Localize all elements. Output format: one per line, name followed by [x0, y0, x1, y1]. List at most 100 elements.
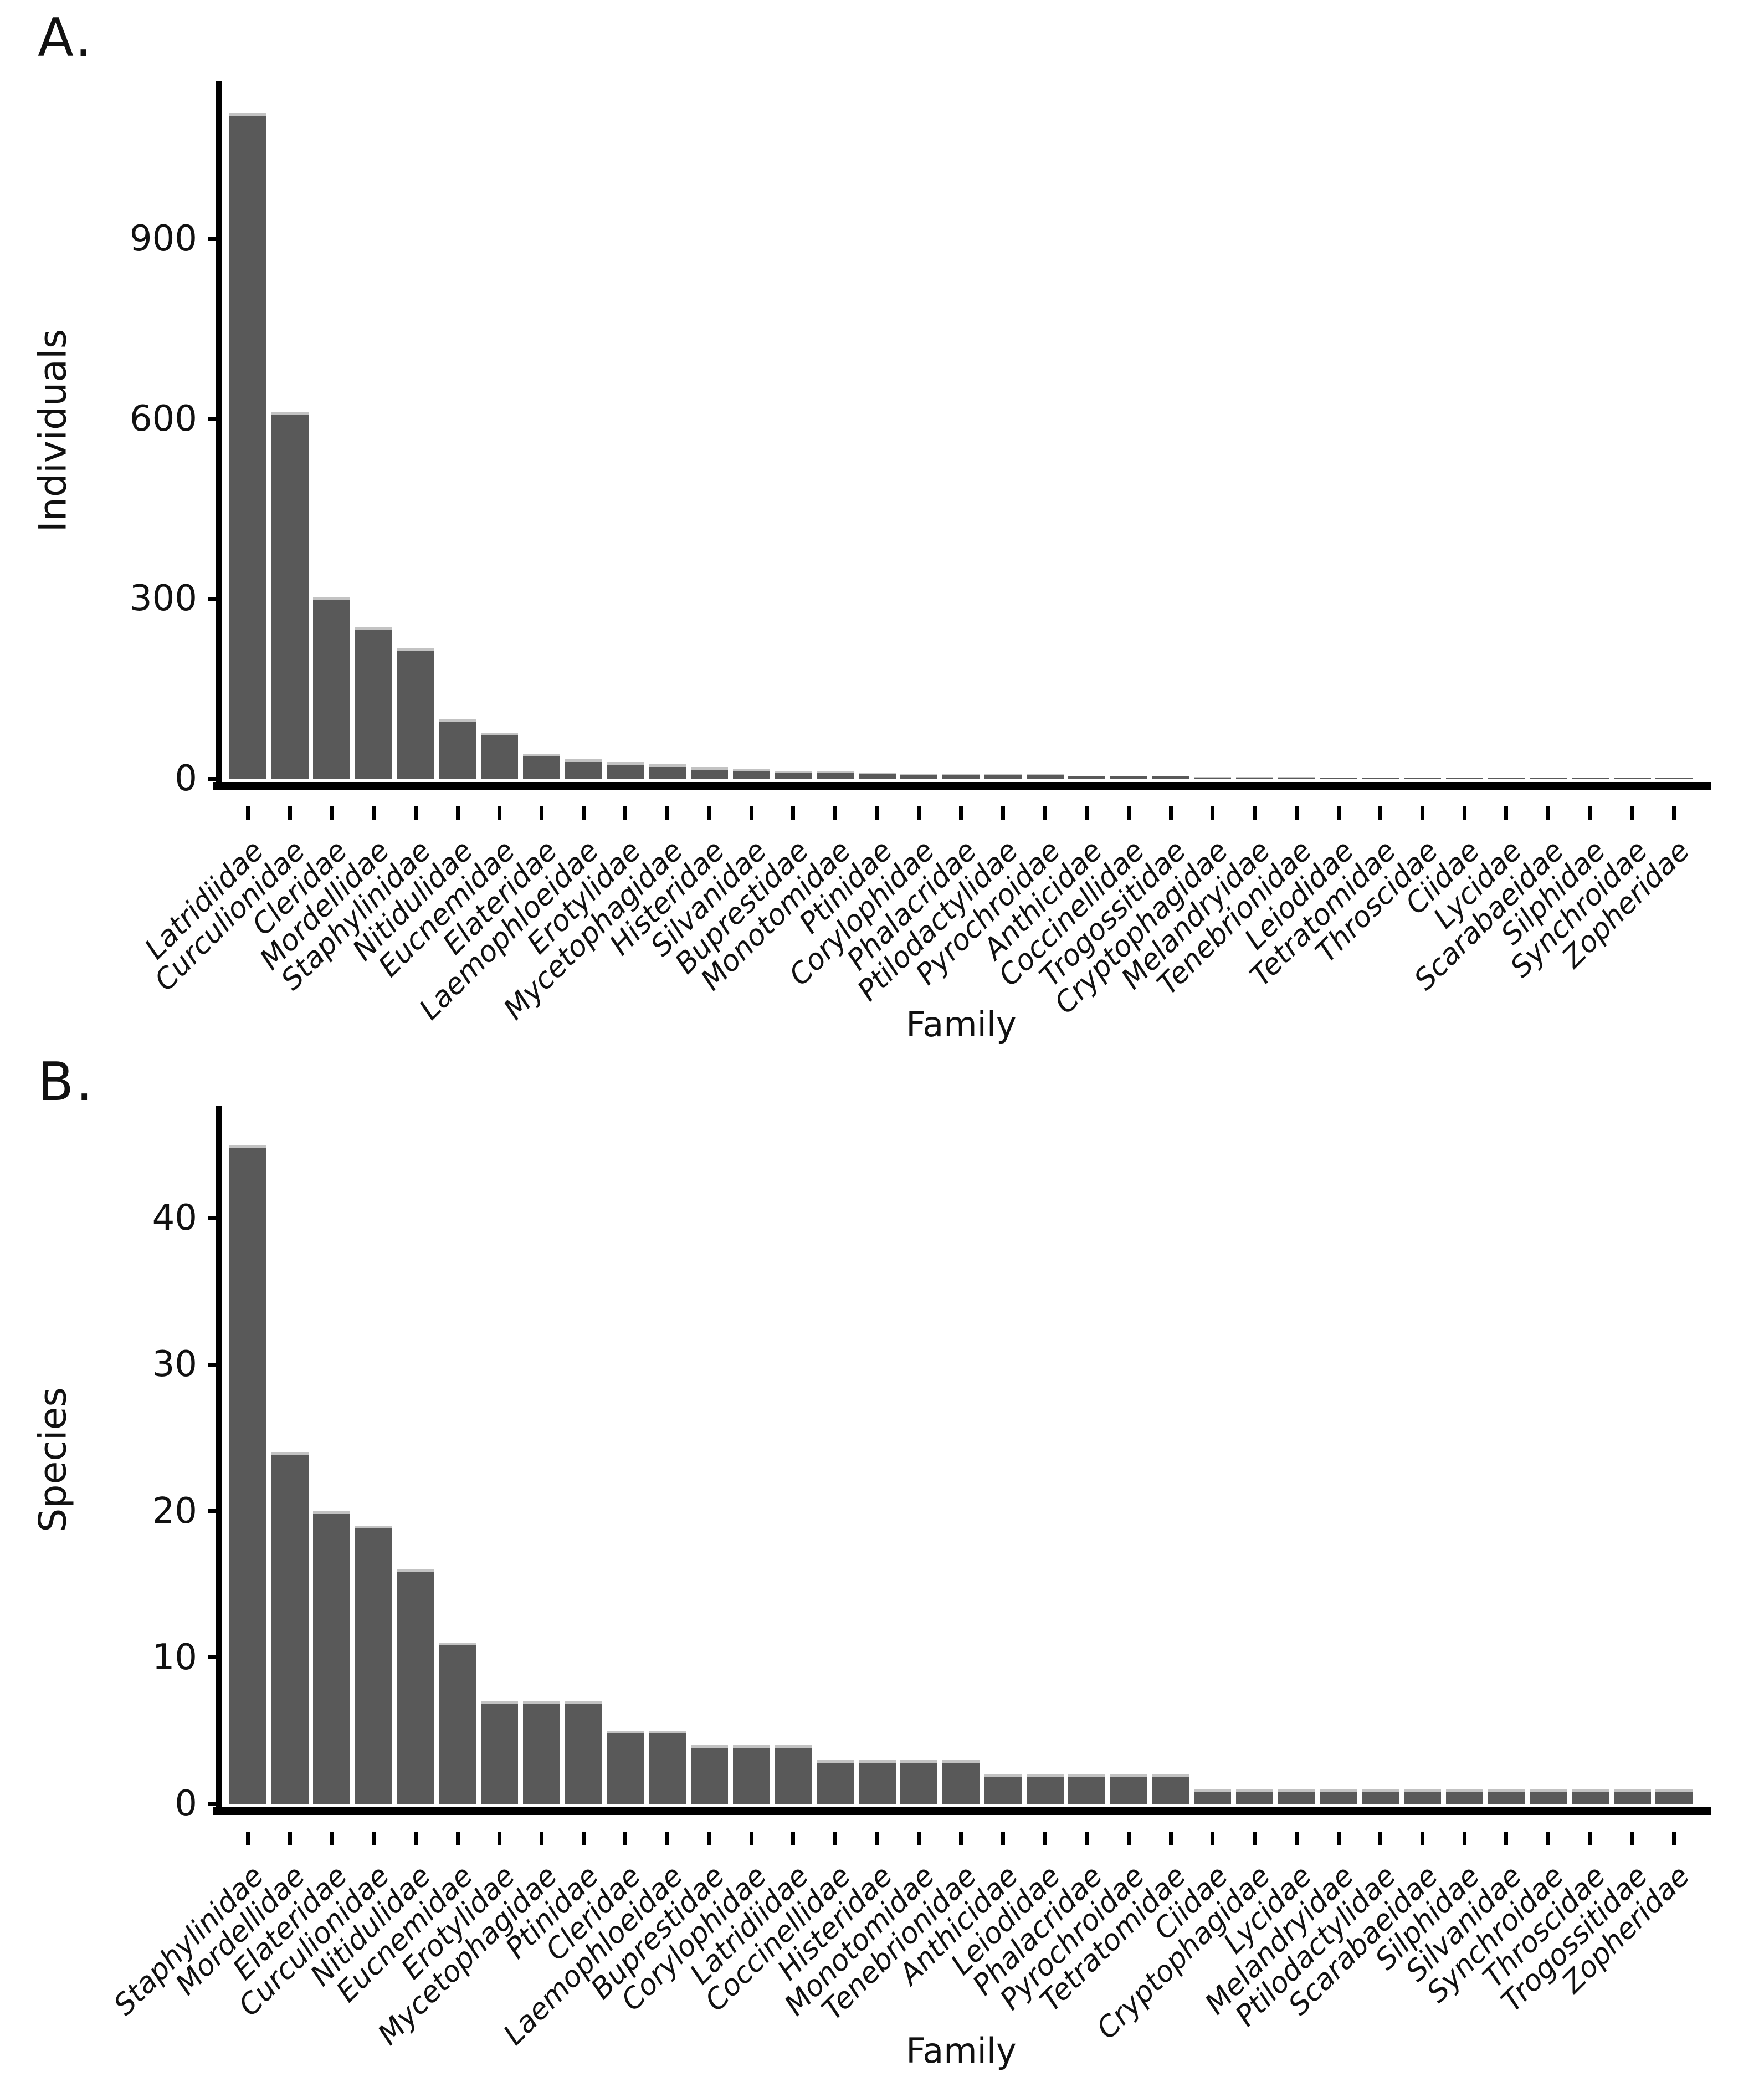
x-axis-tick [1421, 1832, 1424, 1845]
bar [984, 1774, 1022, 1804]
x-axis-tick [1336, 806, 1341, 820]
x-axis-tick [498, 1832, 502, 1845]
x-axis-tick [623, 806, 628, 820]
bar [355, 627, 393, 779]
x-axis-tick [917, 1832, 921, 1845]
bar [858, 773, 896, 779]
bar [1445, 778, 1483, 779]
x-axis-tick [413, 1832, 418, 1845]
bar [1445, 1789, 1483, 1804]
x-axis-tick [959, 1832, 963, 1845]
x-axis-tick [1421, 806, 1424, 820]
x-axis-tick [1630, 1832, 1634, 1845]
y-tick-label: 10 [152, 1636, 197, 1678]
y-tick-label: 30 [152, 1344, 197, 1385]
bar [355, 1526, 393, 1804]
bar [1613, 1789, 1651, 1804]
x-axis-tick [581, 806, 586, 820]
bar [1278, 776, 1315, 779]
x-axis-tick [707, 806, 711, 820]
x-axis-title-family-b: Family [906, 2030, 1017, 2071]
bar [439, 1643, 476, 1804]
bar [1152, 775, 1189, 779]
bar [1571, 778, 1609, 779]
bar [1236, 776, 1274, 779]
y-tick-label: 20 [152, 1490, 197, 1532]
x-axis-tick [455, 1832, 460, 1845]
x-axis-tick [330, 1832, 334, 1845]
x-axis-tick [1588, 806, 1592, 820]
x-axis-tick [917, 806, 921, 820]
bar [732, 769, 770, 779]
x-axis-tick [1672, 806, 1676, 820]
bar [271, 1452, 309, 1804]
x-axis-tick [1546, 1832, 1551, 1845]
x-axis-tick [540, 806, 543, 820]
y-axis-tick [208, 237, 216, 241]
bar [523, 1701, 560, 1804]
x-axis-tick [330, 806, 334, 820]
bar [1655, 778, 1693, 779]
bar [1362, 1789, 1399, 1804]
x-axis-tick [288, 806, 292, 820]
y-tick-label: 600 [129, 398, 197, 439]
x-axis-tick [791, 806, 796, 820]
bar [1488, 1789, 1525, 1804]
bar [565, 759, 602, 779]
x-axis-tick [1211, 806, 1215, 820]
x-axis-tick [246, 806, 250, 820]
x-axis-tick [1253, 1832, 1257, 1845]
x-axis-tick [1043, 1832, 1047, 1845]
bar [942, 1760, 980, 1804]
bar [229, 1145, 266, 1804]
bar [1110, 775, 1147, 779]
x-axis-line [213, 1807, 1711, 1815]
x-axis-tick [665, 806, 670, 820]
x-axis-tick [1294, 1832, 1299, 1845]
x-axis-tick [1378, 806, 1383, 820]
x-axis-tick [581, 1832, 586, 1845]
bar [1278, 1789, 1315, 1804]
y-axis-tick [208, 1216, 216, 1220]
y-tick-label: 0 [175, 1783, 197, 1824]
x-axis-tick [498, 806, 502, 820]
x-axis-tick [749, 1832, 753, 1845]
bar [1530, 1789, 1567, 1804]
x-axis-tick [749, 806, 753, 820]
x-axis-tick [875, 806, 879, 820]
bar [313, 597, 351, 779]
bar [1194, 1789, 1232, 1804]
x-axis-tick [1462, 806, 1466, 820]
x-axis-tick [1294, 806, 1299, 820]
x-axis-tick [1504, 806, 1509, 820]
panel-b: B. Species 0 10 20 30 40 Staphylinidae Mordell… [0, 1048, 1764, 2097]
x-axis-tick [1378, 1832, 1383, 1845]
bar [858, 1760, 896, 1804]
x-axis-tick [875, 1832, 879, 1845]
bar [1194, 776, 1232, 779]
bar [1026, 1774, 1064, 1804]
x-axis-tick [1546, 806, 1551, 820]
bar [1404, 1789, 1441, 1804]
bar [607, 761, 644, 779]
y-axis-tick [208, 1509, 216, 1513]
bar [775, 1745, 812, 1804]
bar [1530, 778, 1567, 779]
panel-b-plot-area: 0 10 20 30 40 Staphylinidae Mordellidae Elateri… [107, 1106, 1711, 2052]
x-axis-tick [1168, 1832, 1173, 1845]
y-tick-label: 0 [175, 758, 197, 799]
x-axis-tick [372, 806, 376, 820]
y-tick-label: 900 [129, 218, 197, 260]
bar [817, 771, 854, 779]
bar [523, 753, 560, 779]
panel-a-plot-area: 0 300 600 900 Latridiidae Curculionidae Clerid… [130, 81, 1711, 1026]
x-axis-tick [1630, 806, 1634, 820]
bar [817, 1760, 854, 1804]
bar [439, 718, 476, 779]
x-axis-tick [1168, 806, 1173, 820]
y-axis-tick [208, 776, 216, 781]
bar [1571, 1789, 1609, 1804]
bar [649, 764, 686, 779]
bar [1068, 1774, 1106, 1804]
